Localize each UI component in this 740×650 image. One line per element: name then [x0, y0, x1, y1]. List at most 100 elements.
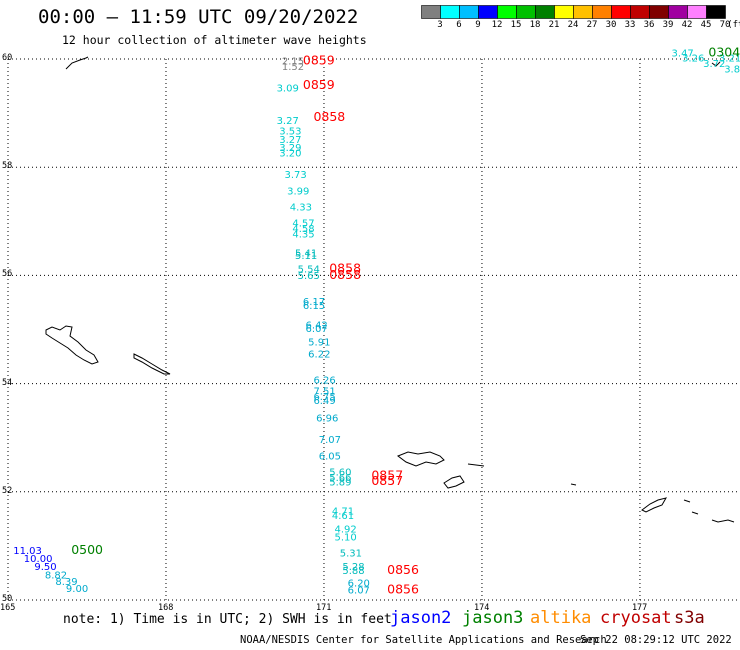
colorbar-swatch — [630, 5, 650, 19]
colorbar-tick-label: 18 — [529, 20, 541, 30]
swh-value: 9.50 — [34, 562, 56, 573]
coastlines — [45, 56, 735, 523]
pass-time: 0859 — [303, 77, 335, 92]
swh-value: 4.33 — [290, 202, 312, 213]
mission-altika: altika — [530, 608, 592, 628]
lat-lon-grid — [7, 58, 740, 601]
pass-time: 0500 — [71, 542, 103, 557]
pass-time: 0859 — [303, 52, 335, 67]
swh-value: 5.28 — [342, 562, 364, 573]
swh-value: 8.82 — [45, 570, 67, 581]
colorbar-swatch — [535, 5, 555, 19]
swh-value: 7.07 — [319, 435, 341, 446]
swh-value: 6.07 — [306, 324, 328, 335]
swh-value: 10.00 — [24, 554, 53, 565]
x-tick-label: 168 — [157, 603, 174, 613]
swh-value: 7.51 — [313, 386, 335, 397]
x-tick-label: 171 — [315, 603, 332, 613]
island-semichi — [467, 463, 485, 467]
swh-value: 5.31 — [340, 549, 362, 560]
swh-value: 5.11 — [295, 251, 317, 262]
colorbar-tick-label: 21 — [548, 20, 560, 30]
y-tick-label: 58 — [2, 161, 13, 172]
y-tick-label: 56 — [2, 269, 13, 280]
colorbar-swatch — [516, 5, 536, 19]
colorbar-swatch — [649, 5, 669, 19]
colorbar-tick-label: 39 — [662, 20, 674, 30]
swh-value: 8.39 — [55, 577, 77, 588]
page-subtitle: 12 hour collection of altimeter wave hei… — [62, 33, 367, 47]
pass-time: 0304 — [708, 44, 740, 59]
swh-value: 3.20 — [279, 148, 301, 159]
pass-time: 0858 — [329, 267, 361, 282]
mission-jason2: jason2 — [390, 608, 452, 628]
island-kiska — [641, 497, 668, 513]
y-tick-label: 52 — [2, 485, 13, 496]
island-commander-medny — [133, 353, 171, 375]
swh-value: 4.61 — [332, 511, 354, 522]
colorbar-swatch — [573, 5, 593, 19]
colorbar-swatch — [440, 5, 460, 19]
swh-value: 3.27 — [279, 135, 301, 146]
swh-value: 3.09 — [277, 83, 299, 94]
swh-value: 3.72 — [703, 59, 725, 70]
colorbar-tick-label: 42 — [681, 20, 693, 30]
swh-value: 9.00 — [66, 584, 88, 595]
x-tick-label: 177 — [631, 603, 648, 613]
island-attu — [396, 451, 445, 467]
swh-value: 6.96 — [316, 413, 338, 424]
colorbar-tick-label: 12 — [491, 20, 503, 30]
footer-note: note: 1) Time is in UTC; 2) SWH is in fe… — [63, 612, 392, 627]
pass-time: 0858 — [313, 109, 345, 124]
island-rat-1 — [683, 499, 691, 503]
coast-kamchatka-tip — [65, 56, 89, 70]
colorbar-swatch — [592, 5, 612, 19]
swh-value: 5.66 — [329, 473, 351, 484]
swh-value: 5.91 — [308, 338, 330, 349]
swh-value: 6.75 — [313, 392, 335, 403]
swh-value: 3.26 — [682, 54, 704, 65]
swh-value: 6.42 — [306, 320, 328, 331]
swh-value: 6.26 — [313, 376, 335, 387]
colorbar-swatch — [668, 5, 688, 19]
swh-value: 5.60 — [329, 468, 351, 479]
swh-value: 6.15 — [303, 301, 325, 312]
swh-value: 3.21 — [719, 54, 740, 65]
swh-value: 5.54 — [298, 265, 320, 276]
island-rat-2 — [691, 511, 699, 515]
x-tick-label: 165 — [0, 603, 16, 613]
colorbar-swatch — [421, 5, 441, 19]
colorbar-swatch — [706, 5, 726, 19]
swh-value: 6.17 — [303, 297, 325, 308]
swh-value: 4.57 — [292, 219, 314, 230]
colorbar-tick-label: 9 — [475, 20, 481, 30]
swh-value: 5.89 — [329, 477, 351, 488]
pass-time: 0857 — [371, 473, 403, 488]
colorbar-tick-label: 45 — [700, 20, 712, 30]
swh-value: 2.15 — [282, 56, 304, 67]
colorbar-tick-label: 24 — [567, 20, 579, 30]
swh-labels: 2.151.523.093.273.533.273.293.203.733.99… — [13, 48, 740, 596]
coast-right-top — [711, 61, 721, 67]
island-buldir — [570, 483, 577, 486]
colorbar-swatch — [497, 5, 517, 19]
swh-value: 3.53 — [279, 127, 301, 138]
swh-value: 3.99 — [287, 186, 309, 197]
swh-value: 5.41 — [295, 248, 317, 259]
colorbar — [421, 5, 726, 19]
y-tick-label: 50 — [2, 594, 13, 604]
colorbar-swatch — [687, 5, 707, 19]
island-rat-3 — [711, 519, 735, 523]
swh-value: 6.07 — [348, 586, 370, 597]
swh-value: 3.27 — [277, 116, 299, 127]
pass-time: 0856 — [387, 582, 419, 597]
pass-time: 0857 — [371, 467, 403, 482]
mission-s3a: s3a — [674, 608, 705, 628]
x-tick-label: 174 — [473, 603, 490, 613]
swh-value: 4.71 — [332, 507, 354, 518]
swh-value: 1.52 — [282, 62, 304, 73]
mission-jason3: jason3 — [462, 608, 524, 628]
colorbar-tick-label: 15 — [510, 20, 522, 30]
colorbar-tick-label: 27 — [586, 20, 598, 30]
